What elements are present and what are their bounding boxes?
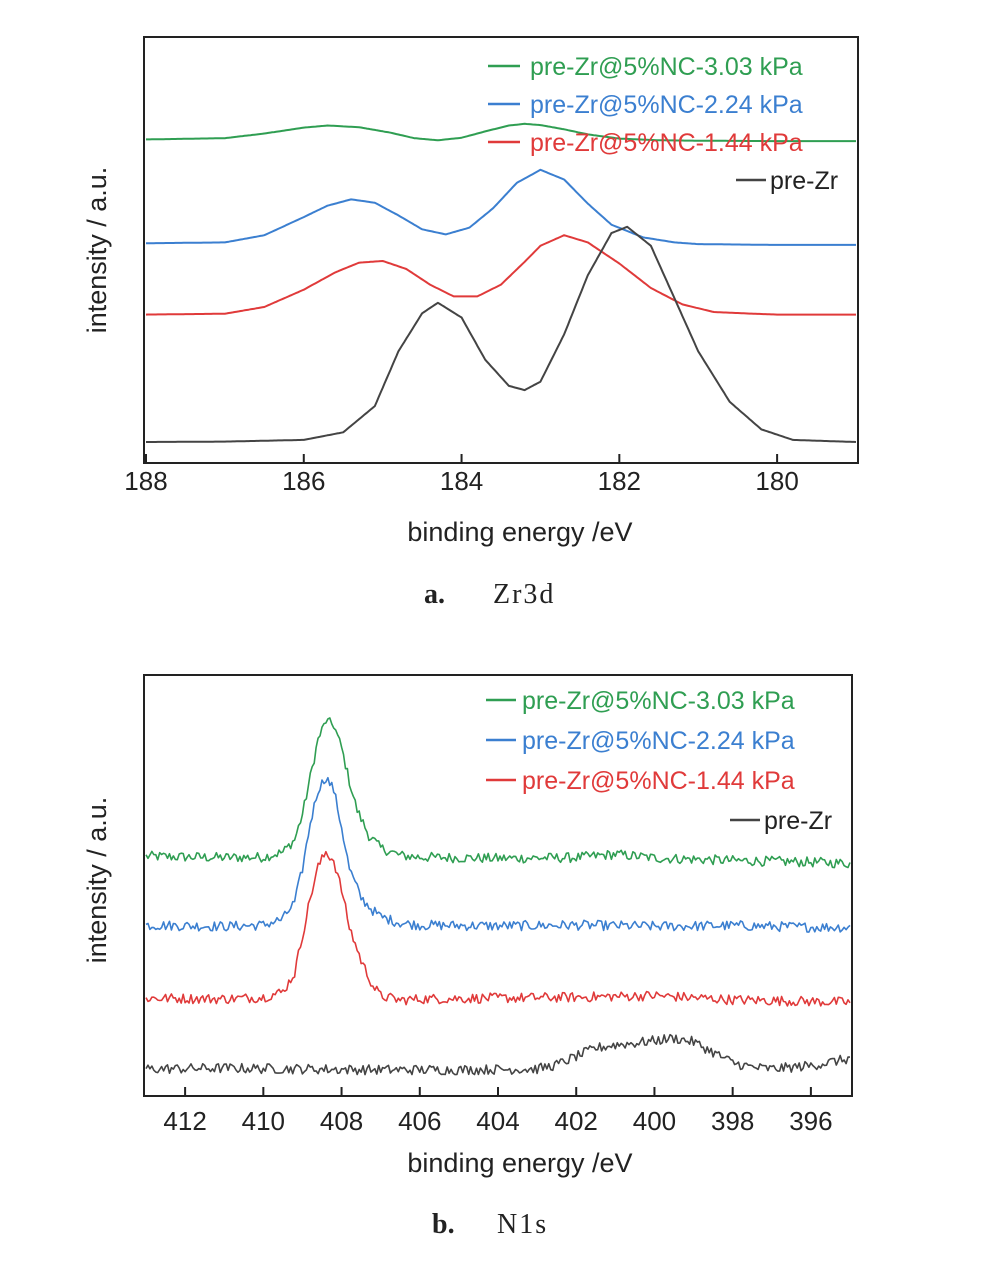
x-ticks-n1s: 412 410 408 406 404 402 400 398 396: [163, 1087, 833, 1136]
x-tick-label-n1s: 400: [633, 1106, 676, 1136]
x-tick-label-n1s: 398: [711, 1106, 754, 1136]
y-axis-label-zr3d: intensity / a.u.: [82, 167, 112, 334]
legend-n1s: pre-Zr@5%NC-3.03 kPa pre-Zr@5%NC-2.24 kPa…: [486, 687, 832, 835]
legend-label-zr3d-2: pre-Zr@5%NC-1.44 kPa: [530, 129, 803, 157]
x-tick-label-zr3d: 188: [124, 466, 167, 496]
x-tick-label-n1s: 410: [242, 1106, 285, 1136]
series-line-n1s-2: [145, 850, 851, 1007]
legend-label-zr3d-1: pre-Zr@5%NC-2.24 kPa: [530, 91, 803, 119]
series-line-zr3d-0: [146, 122, 856, 143]
x-tick-label-n1s: 408: [320, 1106, 363, 1136]
x-tick-label-zr3d: 182: [598, 466, 641, 496]
series-line-n1s-0: [145, 717, 851, 869]
legend-label-n1s-2: pre-Zr@5%NC-1.44 kPa: [522, 767, 795, 795]
x-ticks-zr3d: 188 186 184 182 180: [124, 454, 799, 496]
series-line-zr3d-3: [146, 225, 857, 443]
caption-letter-n1s: b.: [432, 1209, 455, 1240]
legend-zr3d: pre-Zr@5%NC-3.03 kPa pre-Zr@5%NC-2.24 kPa…: [488, 53, 838, 195]
legend-label-n1s-3: pre-Zr: [764, 807, 832, 835]
y-axis-label-n1s: intensity / a.u.: [82, 797, 112, 964]
caption-letter-zr3d: a.: [424, 579, 445, 610]
x-tick-label-zr3d: 186: [282, 466, 325, 496]
x-tick-label-n1s: 402: [555, 1106, 598, 1136]
series-line-n1s-3: [145, 1033, 850, 1076]
series-group-n1s: [145, 717, 851, 1076]
plot-frame-zr3d: [143, 36, 859, 464]
series-line-zr3d-1: [146, 168, 856, 246]
x-tick-label-n1s: 404: [476, 1106, 519, 1136]
series-line-n1s-1: [145, 776, 851, 933]
series-line-zr3d-2: [145, 234, 856, 316]
legend-label-zr3d-0: pre-Zr@5%NC-3.03 kPa: [530, 53, 803, 81]
x-tick-label-n1s: 406: [398, 1106, 441, 1136]
x-axis-label-zr3d: binding energy /eV: [407, 517, 632, 547]
x-tick-label-n1s: 412: [163, 1106, 206, 1136]
x-axis-label-n1s: binding energy /eV: [407, 1148, 632, 1178]
legend-label-zr3d-3: pre-Zr: [770, 167, 838, 195]
series-group-zr3d: [145, 122, 857, 443]
x-tick-label-zr3d: 180: [755, 466, 798, 496]
caption-text-zr3d: Zr3d: [493, 579, 555, 610]
caption-text-n1s: N1s: [497, 1209, 548, 1240]
legend-label-n1s-1: pre-Zr@5%NC-2.24 kPa: [522, 727, 795, 755]
x-tick-label-n1s: 396: [789, 1106, 832, 1136]
legend-label-n1s-0: pre-Zr@5%NC-3.03 kPa: [522, 687, 795, 715]
x-tick-label-zr3d: 184: [440, 466, 483, 496]
chart-zr3d: 188 186 184 182 180 pre-Zr@5%NC-3.03 kPapre-…: [82, 36, 859, 610]
chart-n1s: 412 410 408 406 404 402 400 398 396 pre-Zr@5%NC-…: [82, 674, 853, 1240]
